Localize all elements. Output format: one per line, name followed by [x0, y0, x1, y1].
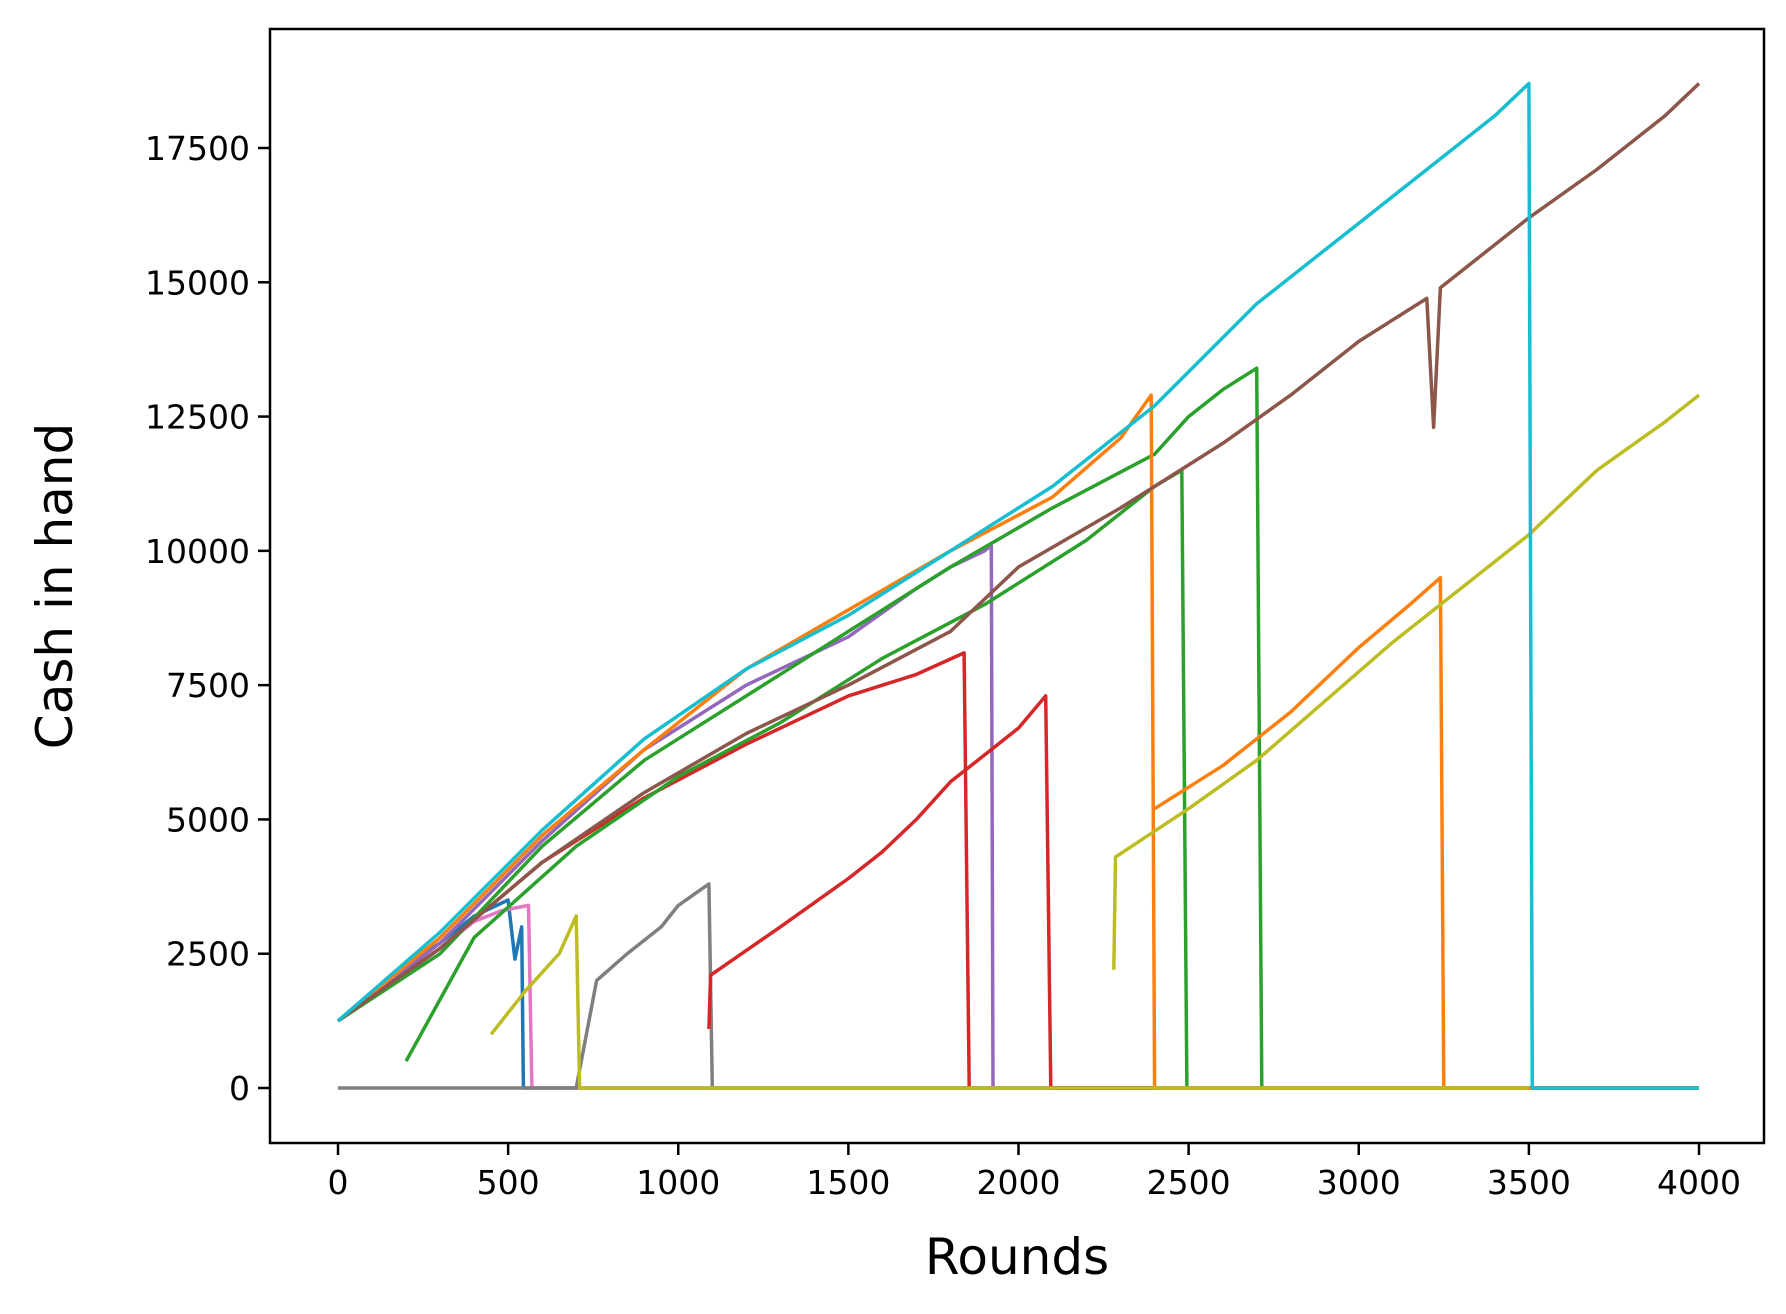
y-tick-label: 5000	[166, 800, 250, 839]
series-line-12	[336, 82, 1701, 1023]
y-tick-label: 7500	[166, 666, 250, 705]
y-axis-label: Cash in hand	[26, 423, 84, 749]
x-axis-ticks: 0 500 1000 1500 2000 2500 3000 3500 4000	[328, 1143, 1741, 1202]
x-tick-label: 3500	[1487, 1163, 1571, 1202]
x-tick-label: 2500	[1147, 1163, 1231, 1202]
series-line-1	[337, 903, 1699, 1090]
series-line-4	[707, 694, 1699, 1090]
x-tick-label: 2000	[977, 1163, 1061, 1202]
series-line-9	[1153, 575, 1699, 1090]
x-tick-label: 0	[328, 1163, 349, 1202]
y-tick-label: 10000	[145, 532, 250, 571]
series-line-5	[336, 651, 971, 1089]
series-line-3	[336, 543, 1699, 1090]
series-line-6	[337, 366, 1699, 1090]
x-tick-label: 3000	[1317, 1163, 1401, 1202]
series-line-13	[336, 81, 1699, 1090]
axes-frame	[268, 27, 1766, 1145]
x-tick-label: 1500	[806, 1163, 890, 1202]
series-line-2	[338, 882, 1699, 1090]
y-tick-label: 2500	[166, 935, 250, 974]
series-line-0	[336, 898, 1699, 1090]
x-tick-label: 1000	[636, 1163, 720, 1202]
y-tick-label: 0	[229, 1069, 250, 1108]
y-axis-ticks: 0 2500 5000 7500 10000 12500 15000 17500	[145, 129, 270, 1108]
series-line-11	[1112, 393, 1701, 970]
x-axis-label: Rounds	[925, 1228, 1109, 1286]
series-lines	[336, 81, 1701, 1090]
y-tick-label: 15000	[145, 263, 250, 302]
series-line-10	[489, 914, 1529, 1090]
y-tick-label: 17500	[145, 129, 250, 168]
y-tick-label: 12500	[145, 398, 250, 437]
x-tick-label: 4000	[1657, 1163, 1741, 1202]
x-tick-label: 500	[477, 1163, 540, 1202]
series-line-8	[336, 393, 1699, 1090]
